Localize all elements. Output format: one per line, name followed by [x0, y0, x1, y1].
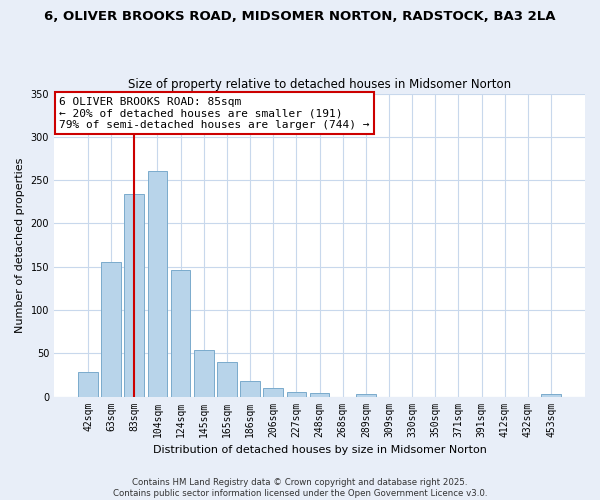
Title: Size of property relative to detached houses in Midsomer Norton: Size of property relative to detached ho…	[128, 78, 511, 91]
Bar	[240, 381, 260, 396]
Bar	[194, 350, 214, 397]
X-axis label: Distribution of detached houses by size in Midsomer Norton: Distribution of detached houses by size …	[152, 445, 487, 455]
Bar	[356, 394, 376, 396]
Text: 6 OLIVER BROOKS ROAD: 85sqm
← 20% of detached houses are smaller (191)
79% of se: 6 OLIVER BROOKS ROAD: 85sqm ← 20% of det…	[59, 96, 370, 130]
Bar	[310, 393, 329, 396]
Bar	[541, 394, 561, 396]
Text: Contains HM Land Registry data © Crown copyright and database right 2025.
Contai: Contains HM Land Registry data © Crown c…	[113, 478, 487, 498]
Bar	[148, 170, 167, 396]
Text: 6, OLIVER BROOKS ROAD, MIDSOMER NORTON, RADSTOCK, BA3 2LA: 6, OLIVER BROOKS ROAD, MIDSOMER NORTON, …	[44, 10, 556, 23]
Bar	[124, 194, 144, 396]
Bar	[78, 372, 98, 396]
Bar	[263, 388, 283, 396]
Bar	[287, 392, 306, 396]
Bar	[171, 270, 190, 396]
Bar	[101, 262, 121, 396]
Bar	[217, 362, 237, 396]
Y-axis label: Number of detached properties: Number of detached properties	[15, 158, 25, 332]
